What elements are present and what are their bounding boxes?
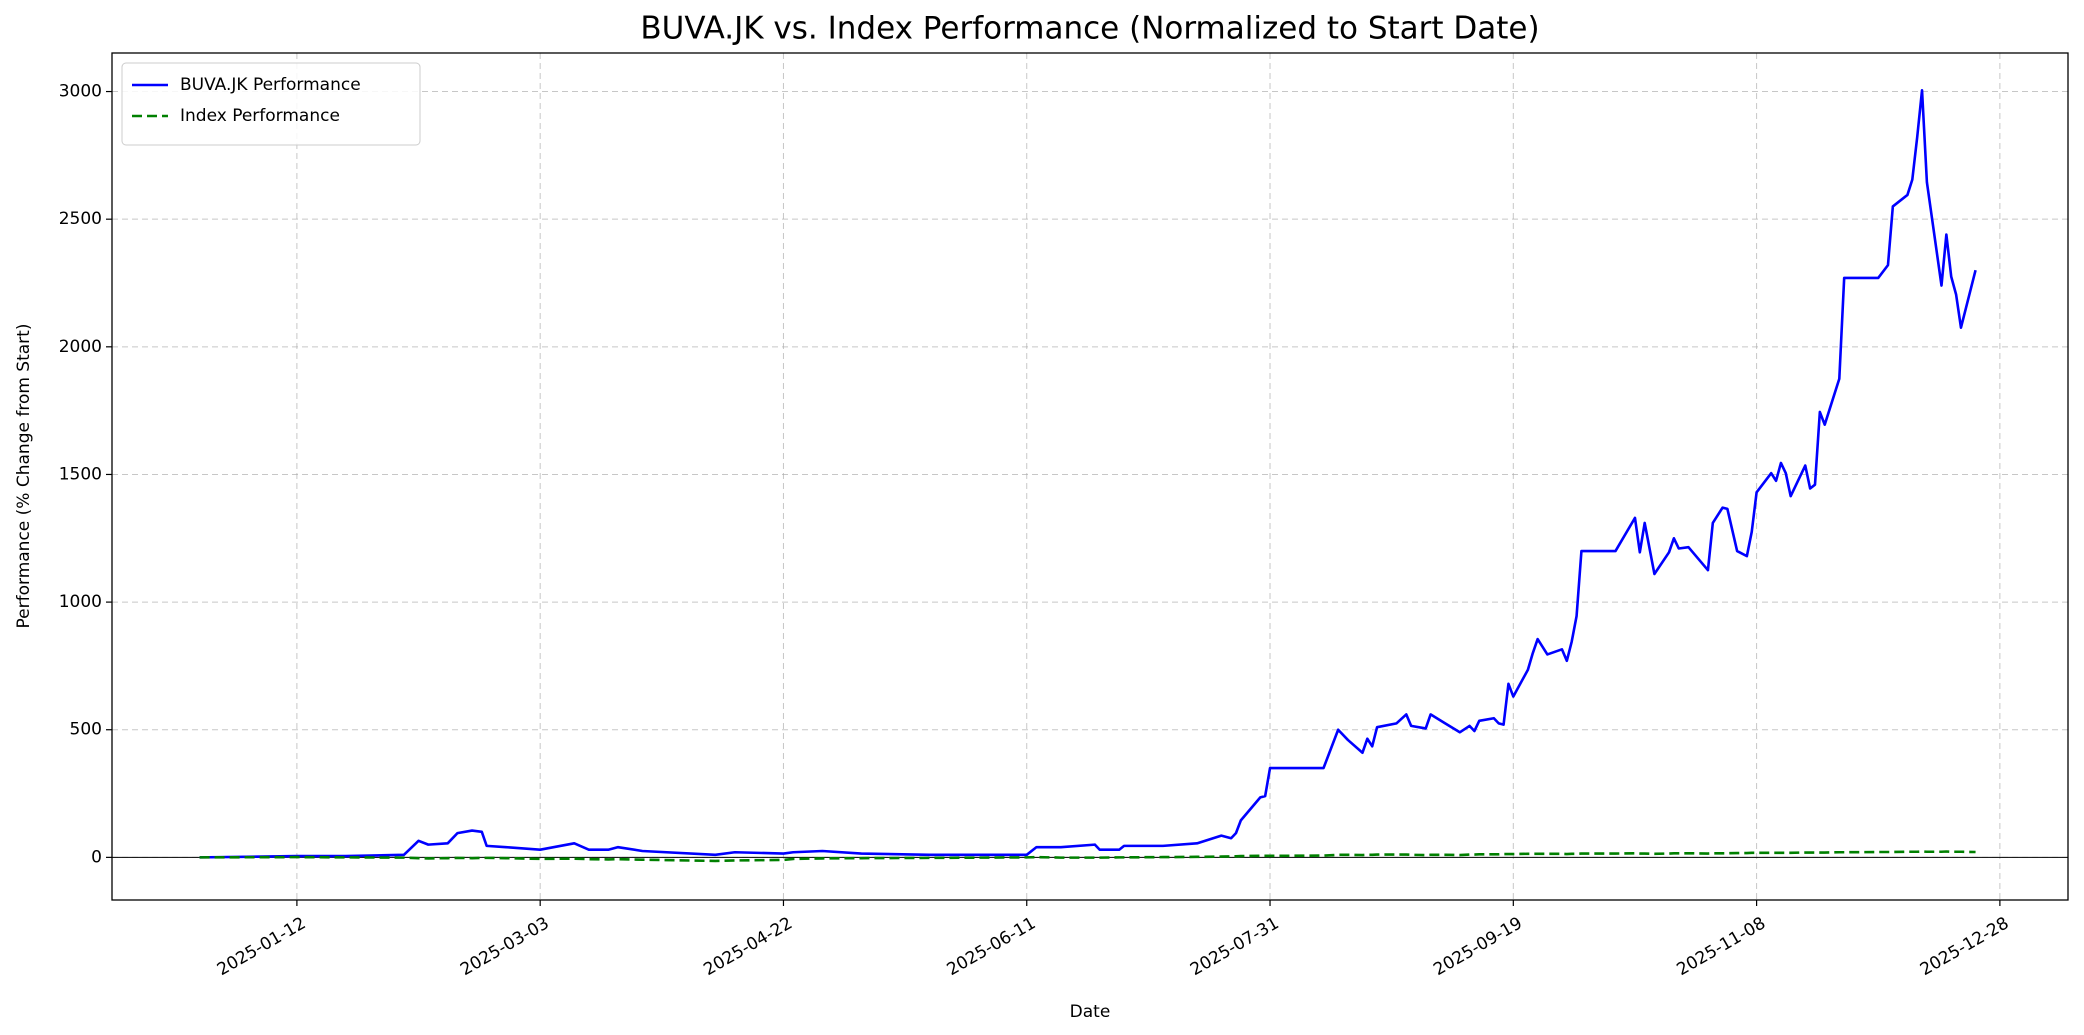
y-tick-label: 2000 bbox=[59, 337, 102, 357]
x-tick-label: 2025-06-11 bbox=[944, 913, 1040, 980]
x-tick-label: 2025-07-31 bbox=[1187, 913, 1283, 980]
x-tick-label: 2025-01-12 bbox=[214, 913, 310, 980]
y-tick-label: 1500 bbox=[59, 464, 102, 484]
x-tick-label: 2025-04-22 bbox=[700, 913, 796, 980]
series-line bbox=[199, 88, 1977, 859]
x-axis-label: Date bbox=[1070, 1002, 1111, 1022]
legend: BUVA.JK Performance Index Performance bbox=[121, 62, 421, 146]
y-tick-label: 2500 bbox=[59, 209, 102, 229]
x-tick-label: 2025-09-19 bbox=[1430, 913, 1526, 980]
chart-title: BUVA.JK vs. Index Performance (Normalize… bbox=[640, 11, 1539, 47]
y-tick-label: 500 bbox=[70, 720, 102, 740]
y-tick-label: 1000 bbox=[59, 592, 102, 612]
x-tick-label: 2025-03-03 bbox=[457, 913, 553, 980]
x-tick-label: 2025-11-08 bbox=[1674, 913, 1770, 980]
x-tick-label: 2025-12-28 bbox=[1917, 913, 2013, 980]
legend-box bbox=[121, 62, 421, 146]
y-tick-label: 3000 bbox=[59, 82, 102, 102]
y-axis-label: Performance (% Change from Start) bbox=[14, 324, 34, 629]
legend-label: BUVA.JK Performance bbox=[180, 75, 361, 95]
y-tick-label: 0 bbox=[91, 847, 102, 867]
series-line bbox=[199, 850, 1976, 863]
legend-label: Index Performance bbox=[180, 106, 340, 126]
plot-frame bbox=[111, 52, 2069, 901]
